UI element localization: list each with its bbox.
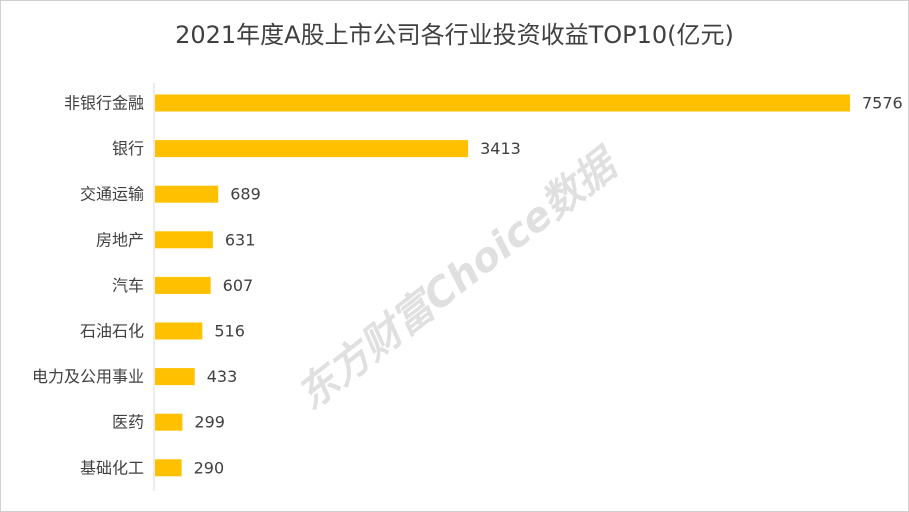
- bar-4: [155, 276, 211, 294]
- watermark-text: 东方财富Choice数据: [289, 139, 629, 419]
- value-label-2: 689: [230, 185, 261, 204]
- category-label-7: 医药: [112, 413, 144, 432]
- value-label-6: 433: [207, 367, 238, 386]
- value-label-3: 631: [225, 230, 256, 249]
- value-label-5: 516: [214, 322, 245, 341]
- bar-8: [155, 459, 182, 477]
- bar-1: [155, 140, 469, 158]
- bar-7: [155, 413, 183, 431]
- category-label-4: 汽车: [112, 276, 144, 295]
- category-label-8: 基础化工: [80, 458, 144, 477]
- bar-6: [155, 368, 195, 386]
- value-label-8: 290: [194, 458, 225, 477]
- value-label-1: 3413: [480, 139, 521, 158]
- bar-5: [155, 322, 203, 340]
- category-label-5: 石油石化: [80, 322, 144, 341]
- value-label-0: 7576: [862, 94, 903, 113]
- value-label-4: 607: [223, 276, 254, 295]
- category-label-0: 非银行金融: [64, 94, 144, 113]
- value-labels-group: 7576 3413 689 631 607 516 433 299 290: [194, 94, 903, 478]
- category-label-6: 电力及公用事业: [32, 367, 144, 386]
- bars-group: [155, 94, 850, 477]
- category-label-1: 银行: [112, 139, 144, 158]
- category-label-2: 交通运输: [80, 185, 144, 204]
- bar-2: [155, 185, 219, 203]
- bar-0: [155, 94, 850, 112]
- bar-3: [155, 231, 213, 249]
- category-label-3: 房地产: [96, 230, 144, 249]
- chart-title: 2021年度A股上市公司各行业投资收益TOP10(亿元): [175, 21, 734, 49]
- value-label-7: 299: [194, 413, 225, 432]
